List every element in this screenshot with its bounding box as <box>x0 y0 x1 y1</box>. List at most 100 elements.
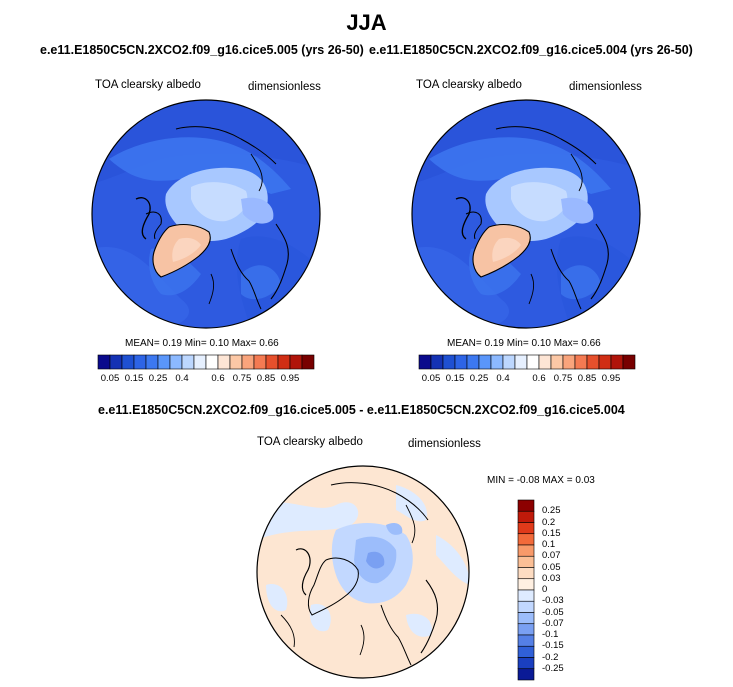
colorbar-diff-ticks: 0.25 0.2 0.15 0.1 0.07 0.05 0.03 0 -0.03 -0.05 -0.… <box>542 500 582 680</box>
colorbar-swatch <box>466 354 480 370</box>
colorbar-swatch <box>517 645 535 658</box>
colorbar-swatch <box>514 354 528 370</box>
colorbar-swatch <box>538 354 552 370</box>
colorbar-tick-label: -0.07 <box>542 617 564 629</box>
colorbar-swatch <box>217 354 231 370</box>
colorbar-tick-label: 0.2 <box>542 516 556 528</box>
colorbar-swatch <box>517 555 535 568</box>
colorbar-swatch <box>517 668 535 681</box>
colorbar-tick-label: 0.15 <box>124 373 144 384</box>
colorbar-tick-label: 0.07 <box>542 550 561 562</box>
colorbar-swatch <box>598 354 612 370</box>
colorbar-swatch <box>562 354 576 370</box>
variable-label-1: TOA clearsky albedo <box>95 79 201 91</box>
colorbar-tick-label: 0.05 <box>421 373 441 384</box>
colorbar-swatch <box>442 354 456 370</box>
colorbar-swatch <box>181 354 195 370</box>
colorbar-swatch <box>586 354 600 370</box>
colorbar-1 <box>97 354 315 370</box>
stats-2: MEAN= 0.19 Min= 0.10 Max= 0.66 <box>447 338 601 349</box>
units-label-2: dimensionless <box>569 81 642 93</box>
diff-units-label: dimensionless <box>408 438 481 450</box>
polar-map-2 <box>411 99 641 329</box>
colorbar-swatch <box>517 567 535 580</box>
colorbar-swatch <box>550 354 564 370</box>
colorbar-swatch <box>502 354 516 370</box>
colorbar-swatch <box>253 354 267 370</box>
colorbar-tick-label: 0.03 <box>542 572 561 584</box>
colorbar-swatch <box>301 354 315 370</box>
colorbar-swatch <box>241 354 255 370</box>
colorbar-tick-label: 0.6 <box>532 373 546 384</box>
colorbar-2-ticks: 0.05 0.15 0.25 0.4 0.6 0.75 0.85 0.95 <box>419 373 635 385</box>
colorbar-swatch <box>229 354 243 370</box>
variable-label-2: TOA clearsky albedo <box>416 79 522 91</box>
colorbar-tick-label: -0.05 <box>542 606 564 618</box>
case-title-1: e.e11.E1850C5CN.2XCO2.f09_g16.cice5.005 … <box>40 43 364 57</box>
colorbar-tick-label: 0.6 <box>211 373 225 384</box>
colorbar-tick-label: 0.05 <box>542 561 561 573</box>
diff-variable-label: TOA clearsky albedo <box>257 436 363 448</box>
colorbar-swatch <box>478 354 492 370</box>
colorbar-swatch <box>517 600 535 613</box>
colorbar-tick-label: -0.25 <box>542 662 564 674</box>
colorbar-swatch <box>454 354 468 370</box>
colorbar-swatch <box>517 544 535 557</box>
colorbar-swatch <box>517 499 535 512</box>
plot-title: JJA <box>346 10 387 35</box>
colorbar-swatch <box>169 354 183 370</box>
colorbar-tick-label: 0.25 <box>469 373 489 384</box>
diff-minmax: MIN = -0.08 MAX = 0.03 <box>487 475 595 486</box>
colorbar-tick-label: 0.1 <box>542 539 556 550</box>
colorbar-swatch <box>277 354 291 370</box>
colorbar-swatch <box>157 354 171 370</box>
colorbar-swatch <box>574 354 588 370</box>
colorbar-tick-label: 0.4 <box>175 373 189 384</box>
colorbar-swatch <box>133 354 147 370</box>
colorbar-tick-label: 0 <box>542 584 548 595</box>
colorbar-tick-label: 0.95 <box>601 373 621 384</box>
diff-title: e.e11.E1850C5CN.2XCO2.f09_g16.cice5.005 … <box>98 403 625 417</box>
colorbar-tick-label: 0.25 <box>542 505 561 517</box>
colorbar-swatch <box>517 612 535 625</box>
colorbar-swatch <box>610 354 624 370</box>
colorbar-swatch <box>418 354 432 370</box>
colorbar-swatch <box>145 354 159 370</box>
colorbar-swatch <box>517 657 535 670</box>
colorbar-tick-label: -0.1 <box>542 629 559 640</box>
colorbar-tick-label: 0.15 <box>445 373 465 384</box>
colorbar-swatch <box>526 354 540 370</box>
colorbar-tick-label: 0.95 <box>280 373 300 384</box>
colorbar-tick-label: -0.2 <box>542 651 559 663</box>
colorbar-tick-label: 0.75 <box>232 373 252 384</box>
colorbar-swatch <box>517 578 535 591</box>
colorbar-swatch <box>490 354 504 370</box>
colorbar-1-ticks: 0.05 0.15 0.25 0.4 0.6 0.75 0.85 0.95 <box>98 373 314 385</box>
colorbar-swatch <box>97 354 111 370</box>
colorbar-swatch <box>265 354 279 370</box>
colorbar-2 <box>418 354 636 370</box>
colorbar-swatch <box>517 623 535 636</box>
colorbar-swatch <box>193 354 207 370</box>
colorbar-tick-label: -0.03 <box>542 595 564 607</box>
colorbar-tick-label: 0.15 <box>542 527 561 539</box>
colorbar-swatch <box>205 354 219 370</box>
case-title-2: e.e11.E1850C5CN.2XCO2.f09_g16.cice5.004 … <box>369 43 693 57</box>
polar-map-diff <box>256 465 470 679</box>
colorbar-swatch <box>622 354 636 370</box>
colorbar-swatch <box>517 522 535 535</box>
colorbar-tick-label: 0.05 <box>100 373 120 384</box>
colorbar-tick-label: 0.25 <box>148 373 168 384</box>
colorbar-swatch <box>430 354 444 370</box>
colorbar-swatch <box>289 354 303 370</box>
colorbar-tick-label: 0.85 <box>577 373 597 384</box>
colorbar-tick-label: 0.85 <box>256 373 276 384</box>
colorbar-swatch <box>109 354 123 370</box>
colorbar-tick-label: 0.4 <box>496 373 510 384</box>
colorbar-swatch <box>121 354 135 370</box>
colorbar-diff <box>517 499 535 681</box>
stats-1: MEAN= 0.19 Min= 0.10 Max= 0.66 <box>125 338 279 349</box>
colorbar-swatch <box>517 589 535 602</box>
polar-map-1 <box>91 99 321 329</box>
colorbar-tick-label: -0.15 <box>542 640 564 652</box>
